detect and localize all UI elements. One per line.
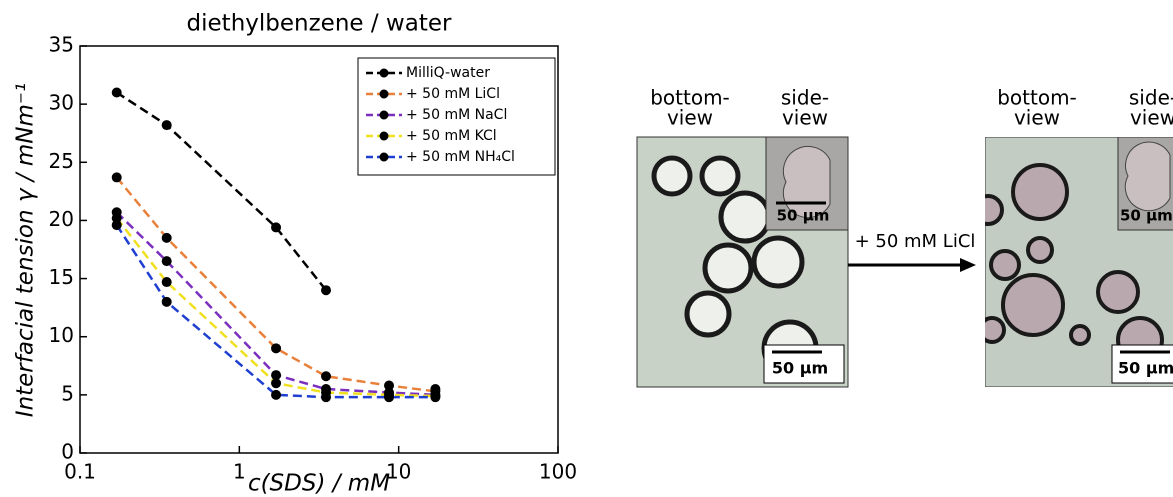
data-point — [111, 213, 122, 224]
image-label: side- — [781, 86, 829, 110]
y-tick-label: 30 — [49, 91, 74, 115]
data-point — [271, 389, 282, 400]
legend-label: MilliQ-water — [406, 65, 490, 81]
micrograph-clip: 50 µm 50 µm — [985, 137, 1173, 387]
y-tick-label: 35 — [49, 33, 74, 57]
data-point — [161, 256, 172, 267]
image-label: view — [782, 106, 828, 130]
plot-frame — [79, 45, 559, 454]
data-point — [111, 87, 122, 98]
legend-label: + 50 mM KCl — [406, 128, 497, 144]
chart-title: diethylbenzene / water — [187, 11, 452, 37]
data-point — [111, 172, 122, 183]
image-label: side- — [1129, 86, 1173, 110]
image-label: view — [1130, 106, 1173, 130]
legend-marker — [379, 89, 389, 99]
data-point — [384, 380, 395, 391]
y-tick-label: 0 — [61, 440, 74, 464]
scale-label: 50 µm — [772, 359, 828, 378]
data-point — [430, 392, 441, 403]
data-point — [161, 296, 172, 307]
x-tick-label: 1 — [233, 460, 246, 484]
scale-label: 50 µm — [1120, 207, 1173, 225]
data-point — [321, 285, 332, 296]
image-label: view — [667, 106, 713, 130]
data-point — [271, 222, 282, 233]
x-axis-label: c(SDS) / mM — [248, 471, 390, 497]
x-tick-label: 0.1 — [64, 460, 96, 484]
droplets — [985, 163, 1164, 364]
data-point — [161, 232, 172, 243]
legend-label: + 50 mM LiCl — [406, 86, 500, 102]
scale-label: 50 µm — [1118, 359, 1173, 378]
arrow-head — [960, 258, 976, 272]
side-droplet — [1124, 141, 1171, 212]
y-tick-label: 5 — [61, 381, 74, 405]
data-point — [321, 392, 332, 403]
legend-label: + 50 mM NH₄Cl — [406, 149, 515, 165]
side-droplet — [782, 145, 831, 219]
data-point — [384, 392, 395, 403]
data-point — [271, 370, 282, 381]
chart: diethylbenzene / water c(SDS) / mM Inter… — [13, 11, 578, 497]
image-label: view — [1014, 106, 1060, 130]
image-label: bottom- — [997, 86, 1077, 110]
series-line — [115, 211, 436, 397]
y-tick-label: 10 — [49, 323, 74, 347]
series-line — [115, 217, 436, 398]
right-image: bottom- view side- view 50 µm 50 µm — [985, 86, 1173, 387]
data-point — [111, 220, 122, 231]
legend-marker — [379, 110, 389, 120]
scale-label: 50 µm — [777, 207, 830, 225]
data-point — [161, 120, 172, 131]
y-tick-label: 20 — [49, 207, 74, 231]
data-point — [161, 277, 172, 288]
legend-marker — [379, 152, 389, 162]
x-tick-label: 100 — [539, 460, 577, 484]
y-tick-label: 15 — [49, 265, 74, 289]
series-line — [115, 224, 436, 399]
legend-marker — [379, 68, 389, 78]
data-point — [271, 343, 282, 354]
arrow-label: + 50 mM LiCl — [855, 231, 976, 252]
data-point — [271, 378, 282, 389]
legend-marker — [379, 131, 389, 141]
y-tick-label: 25 — [49, 149, 74, 173]
x-tick-label: 10 — [386, 460, 411, 484]
legend-box — [357, 57, 556, 176]
y-axis-label: Interfacial tension γ / mNm⁻¹ — [13, 83, 39, 417]
legend-label: + 50 mM NaCl — [406, 107, 507, 123]
image-label: bottom- — [650, 86, 730, 110]
data-point — [321, 371, 332, 382]
left-image: bottom- view side- view 50 µm 50 µm — [636, 86, 849, 388]
